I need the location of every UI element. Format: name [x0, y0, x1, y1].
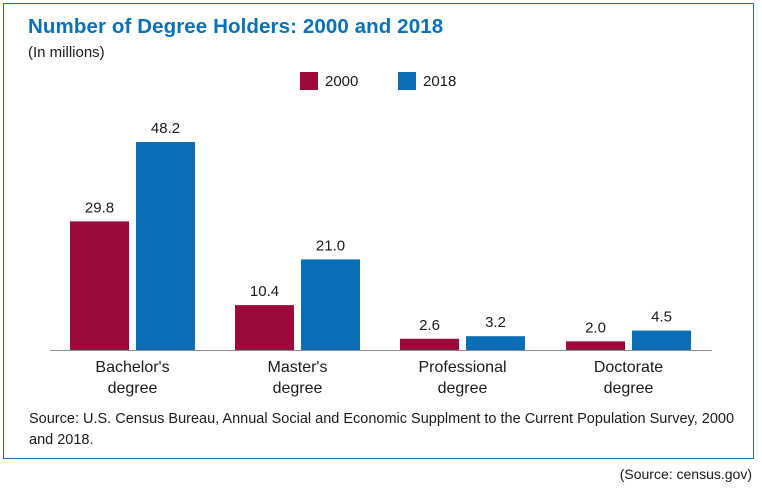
- chart-title: Number of Degree Holders: 2000 and 2018: [28, 15, 444, 38]
- legend: 2000 2018: [0, 70, 762, 94]
- legend-swatch-2018: [398, 72, 416, 90]
- data-label-2018-1: 21.0: [316, 237, 345, 254]
- category-label-1-line1: degree: [273, 380, 323, 397]
- category-label-2-line0: Professional: [418, 359, 506, 376]
- data-label-2000-2: 2.6: [419, 317, 440, 334]
- legend-item-2018: 2018: [398, 72, 456, 90]
- bar-2018-1: [301, 259, 360, 350]
- category-label-0-line0: Bachelor's: [95, 359, 169, 376]
- legend-label-2000: 2000: [325, 72, 359, 90]
- bar-2018-2: [466, 336, 525, 350]
- bar-chart: 29.8 48.2 Bachelor's degree 10.4 21.0 Master's…: [50, 120, 712, 397]
- data-label-2000-0: 29.8: [85, 199, 114, 216]
- category-label-2-line1: degree: [438, 380, 488, 397]
- bar-2018-3: [632, 330, 691, 350]
- chart-frame: [3, 3, 754, 459]
- bar-2000-2: [400, 338, 459, 350]
- source-note: Source: U.S. Census Bureau, Annual Socia…: [29, 411, 735, 448]
- bar-2000-1: [235, 305, 294, 350]
- data-label-2018-0: 48.2: [151, 120, 180, 137]
- data-label-2018-3: 4.5: [651, 309, 672, 326]
- legend-item-2000: 2000: [300, 72, 358, 90]
- category-label-3-line1: degree: [604, 380, 654, 397]
- legend-swatch-2000: [300, 72, 318, 90]
- category-label-1-line0: Master's: [268, 359, 328, 376]
- chart-subtitle: (In millions): [28, 44, 105, 61]
- credit-note: (Source: census.gov): [619, 466, 752, 482]
- category-label-3-line0: Doctorate: [594, 359, 663, 376]
- bar-2000-0: [70, 221, 129, 350]
- data-label-2018-2: 3.2: [485, 314, 506, 331]
- legend-label-2018: 2018: [423, 72, 457, 90]
- category-label-0-line1: degree: [108, 380, 158, 397]
- bar-2018-0: [136, 142, 195, 350]
- data-label-2000-1: 10.4: [250, 283, 279, 300]
- bar-2000-3: [566, 341, 625, 350]
- data-label-2000-3: 2.0: [585, 319, 606, 336]
